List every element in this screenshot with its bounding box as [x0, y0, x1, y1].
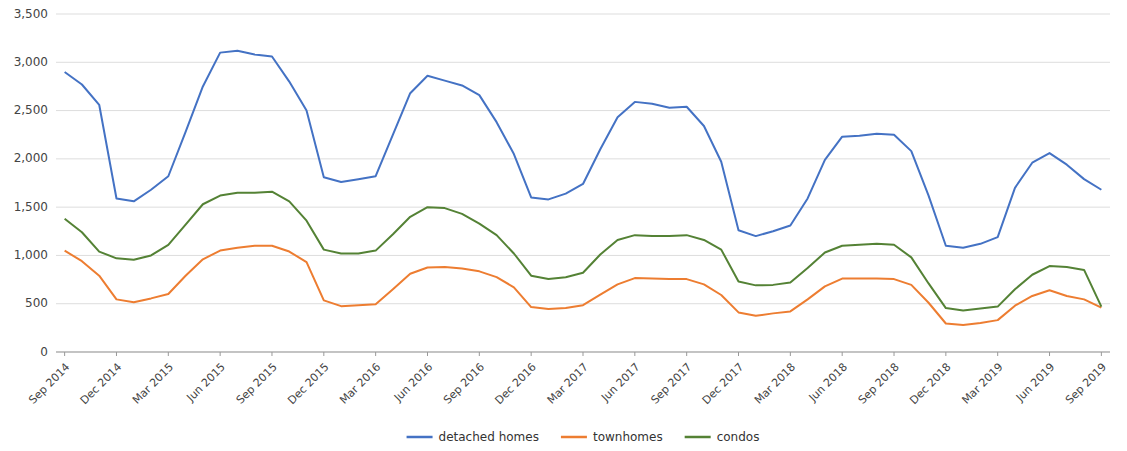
y-tick-label: 500 — [25, 296, 48, 310]
y-tick-label: 1,500 — [14, 200, 48, 214]
x-tick-label: Sep 2015 — [234, 361, 280, 407]
x-tick — [634, 352, 635, 356]
x-axis: Sep 2014Dec 2014Mar 2015Jun 2015Sep 2015… — [26, 352, 1110, 407]
series-group — [65, 51, 1102, 325]
x-tick-label: Sep 2019 — [1063, 361, 1109, 407]
x-tick — [479, 352, 480, 356]
grid-line — [56, 110, 1110, 111]
legend-swatch — [561, 436, 587, 439]
x-tick-label: Jun 2015 — [184, 361, 228, 405]
y-tick-label: 2,000 — [14, 151, 48, 165]
x-tick — [220, 352, 221, 356]
x-tick-label: Dec 2015 — [285, 361, 332, 408]
x-tick-label: Sep 2016 — [441, 361, 487, 407]
x-tick-label: Jun 2018 — [806, 361, 850, 405]
x-tick — [842, 352, 843, 356]
x-tick — [271, 352, 272, 356]
x-tick — [116, 352, 117, 356]
x-tick — [790, 352, 791, 356]
x-tick — [64, 352, 65, 356]
x-tick-label: Jun 2019 — [1013, 361, 1057, 405]
x-tick-label: Dec 2018 — [907, 361, 954, 408]
legend-item: townhomes — [561, 430, 663, 444]
legend-label: detached homes — [439, 430, 539, 444]
x-tick — [168, 352, 169, 356]
y-tick-label: 0 — [40, 345, 48, 359]
series-line — [65, 246, 1102, 325]
x-tick-label: Mar 2019 — [959, 361, 1005, 407]
x-tick-label: Dec 2017 — [700, 361, 747, 408]
series-line — [65, 51, 1102, 248]
y-axis: 0 500 1,000 1,500 2,000 2,500 3,000 3,500 — [14, 7, 1110, 359]
x-tick — [945, 352, 946, 356]
grid-line — [56, 158, 1110, 159]
x-tick — [997, 352, 998, 356]
x-tick-label: Sep 2017 — [648, 361, 694, 407]
x-tick — [894, 352, 895, 356]
chart: 0 500 1,000 1,500 2,000 2,500 3,000 3,500 Sep 20… — [0, 0, 1127, 451]
x-tick-label: Sep 2014 — [26, 361, 72, 407]
x-tick — [583, 352, 584, 356]
x-tick — [427, 352, 428, 356]
legend-label: condos — [717, 430, 760, 444]
grid-line — [56, 14, 1110, 15]
x-tick-label: Jun 2016 — [391, 361, 435, 405]
legend-label: townhomes — [593, 430, 663, 444]
series-line — [65, 192, 1102, 311]
legend-item: detached homes — [407, 430, 539, 444]
legend-swatch — [685, 436, 711, 439]
x-tick-label: Jun 2017 — [598, 361, 642, 405]
x-tick — [531, 352, 532, 356]
x-tick — [323, 352, 324, 356]
x-tick — [375, 352, 376, 356]
x-tick-label: Mar 2018 — [752, 361, 798, 407]
x-tick — [1101, 352, 1102, 356]
x-tick-label: Sep 2018 — [856, 361, 902, 407]
x-tick — [1049, 352, 1050, 356]
grid-line — [56, 207, 1110, 208]
x-tick — [686, 352, 687, 356]
y-tick-label: 1,000 — [14, 248, 48, 262]
legend: detached homes townhomes condos — [407, 430, 760, 444]
x-tick-label: Mar 2017 — [545, 361, 591, 407]
x-tick-label: Dec 2014 — [78, 361, 125, 408]
legend-swatch — [407, 436, 433, 439]
x-tick-label: Mar 2016 — [337, 361, 383, 407]
x-tick-label: Dec 2016 — [492, 361, 539, 408]
y-tick-label: 2,500 — [14, 103, 48, 117]
x-tick — [738, 352, 739, 356]
legend-item: condos — [685, 430, 760, 444]
y-tick-label: 3,500 — [14, 7, 48, 21]
y-tick-label: 3,000 — [14, 55, 48, 69]
x-tick-label: Mar 2015 — [130, 361, 176, 407]
grid-line — [56, 255, 1110, 256]
